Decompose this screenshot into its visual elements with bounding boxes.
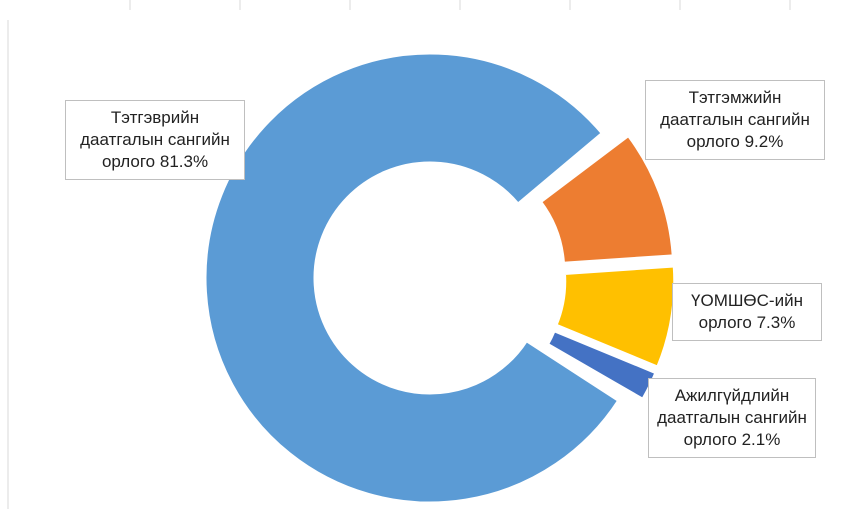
category-label: Ажилгүйдлийн даатгалын сангийн орлого xyxy=(657,386,807,449)
data-label: Тэтгэмжийн даатгалын сангийн орлого 9.2% xyxy=(645,80,825,160)
value-label: 9.2% xyxy=(744,132,784,151)
value-label: 7.3% xyxy=(756,313,796,332)
donut-slice xyxy=(203,51,621,505)
category-label: Тэтгэмжийн даатгалын сангийн орлого xyxy=(660,88,810,151)
category-label: Тэтгэврийн даатгалын сангийн орлого xyxy=(80,108,230,171)
data-label: ҮОМШӨС-ийн орлого 7.3% xyxy=(672,283,822,341)
value-label: 2.1% xyxy=(741,430,781,449)
data-label: Тэтгэврийн даатгалын сангийн орлого 81.3… xyxy=(65,100,245,180)
data-label: Ажилгүйдлийн даатгалын сангийн орлого 2.… xyxy=(648,378,816,458)
frame xyxy=(7,0,791,509)
donut-slice xyxy=(538,133,675,265)
category-label: ҮОМШӨС-ийн орлого xyxy=(691,291,803,332)
value-label: 81.3% xyxy=(159,152,209,171)
